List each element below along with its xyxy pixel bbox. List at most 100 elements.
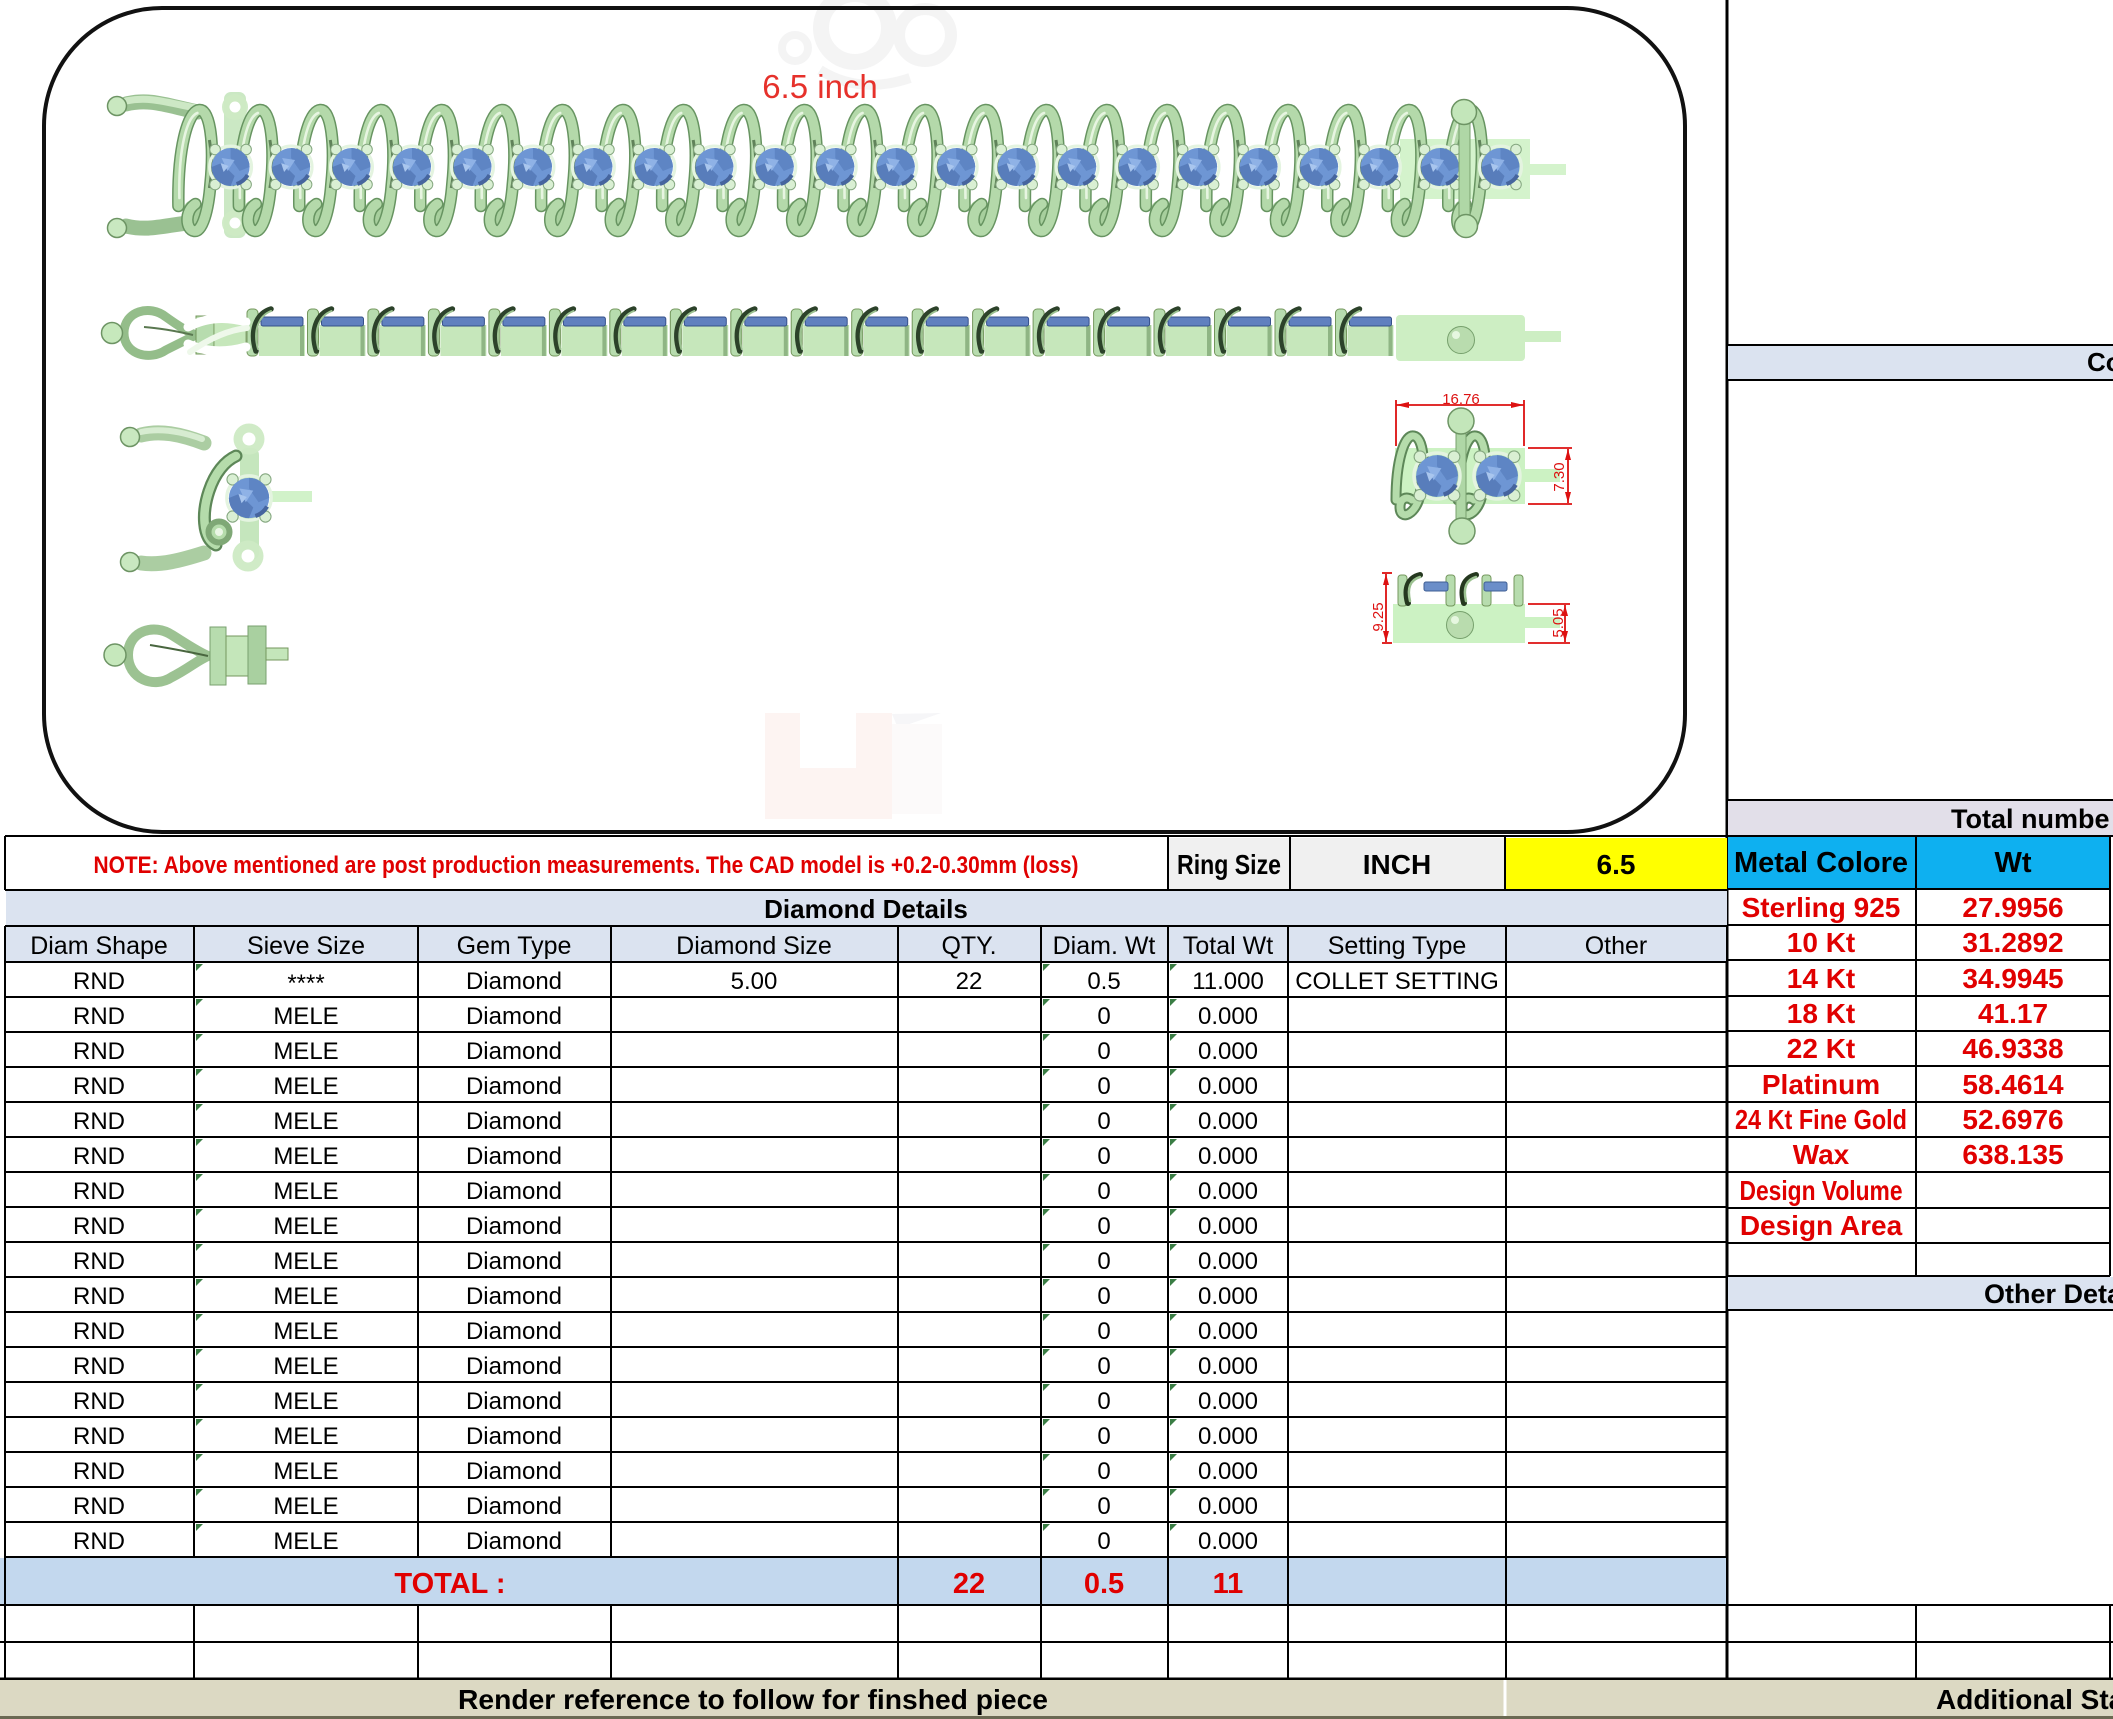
svg-text:0.000: 0.000 [1198,1423,1258,1450]
svg-text:MELE: MELE [273,1388,338,1415]
svg-text:0: 0 [1097,1283,1110,1310]
svg-text:Diamond: Diamond [466,1108,562,1135]
svg-text:Setting Type: Setting Type [1328,932,1467,960]
svg-text:0.000: 0.000 [1198,1248,1258,1275]
svg-text:Diamond: Diamond [466,968,562,995]
svg-text:MELE: MELE [273,1353,338,1380]
svg-text:RND: RND [73,1353,125,1380]
svg-text:Gem Type: Gem Type [457,932,572,960]
svg-text:MELE: MELE [273,1003,338,1030]
svg-text:58.4614: 58.4614 [1962,1069,2064,1100]
svg-text:14 Kt: 14 Kt [1787,963,1855,994]
svg-text:5.00: 5.00 [731,968,778,995]
svg-text:Wt: Wt [1994,847,2031,879]
svg-text:0.000: 0.000 [1198,1108,1258,1135]
svg-text:0: 0 [1097,1318,1110,1345]
svg-text:Diamond: Diamond [466,1073,562,1100]
svg-text:Diamond: Diamond [466,1003,562,1030]
svg-text:Diamond: Diamond [466,1283,562,1310]
svg-text:Diamond: Diamond [466,1388,562,1415]
svg-text:RND: RND [73,1003,125,1030]
svg-text:Render reference to follow for: Render reference to follow for finshed p… [458,1684,1048,1715]
svg-text:MELE: MELE [273,1458,338,1485]
svg-text:MELE: MELE [273,1073,338,1100]
svg-text:11.000: 11.000 [1192,968,1264,995]
svg-text:9.25: 9.25 [1370,602,1387,631]
svg-text:MELE: MELE [273,1493,338,1520]
svg-text:RND: RND [73,1528,125,1555]
svg-text:RND: RND [73,1248,125,1275]
svg-text:0: 0 [1097,1388,1110,1415]
svg-text:Wax: Wax [1793,1139,1850,1170]
svg-text:0: 0 [1097,1178,1110,1205]
svg-text:6.5: 6.5 [1597,849,1636,880]
svg-text:Other Detai: Other Detai [1984,1279,2113,1309]
svg-text:MELE: MELE [273,1528,338,1555]
svg-text:MELE: MELE [273,1143,338,1170]
svg-text:MELE: MELE [273,1213,338,1240]
svg-text:0.000: 0.000 [1198,1353,1258,1380]
svg-text:31.2892: 31.2892 [1962,927,2063,958]
svg-text:0: 0 [1097,1213,1110,1240]
svg-text:0: 0 [1097,1108,1110,1135]
svg-text:Additional Stan: Additional Stan [1936,1684,2113,1715]
svg-text:Diamond: Diamond [466,1528,562,1555]
svg-text:22 Kt: 22 Kt [1787,1033,1855,1064]
svg-text:Diamond: Diamond [466,1458,562,1485]
svg-text:0.5: 0.5 [1084,1568,1124,1600]
svg-text:Co: Co [2087,347,2113,377]
svg-text:0.000: 0.000 [1198,1178,1258,1205]
svg-text:Total Wt: Total Wt [1183,932,1273,960]
svg-text:46.9338: 46.9338 [1962,1033,2063,1064]
svg-text:NOTE: Above mentioned are post: NOTE: Above mentioned are post productio… [94,852,1079,879]
svg-text:RND: RND [73,1318,125,1345]
svg-text:RND: RND [73,1108,125,1135]
svg-text:0.000: 0.000 [1198,1318,1258,1345]
svg-text:0.000: 0.000 [1198,1528,1258,1555]
svg-text:24 Kt Fine Gold: 24 Kt Fine Gold [1735,1104,1907,1135]
svg-text:RND: RND [73,1423,125,1450]
svg-text:RND: RND [73,1143,125,1170]
svg-text:0: 0 [1097,1038,1110,1065]
svg-text:0: 0 [1097,1003,1110,1030]
svg-text:RND: RND [73,1038,125,1065]
svg-text:7.30: 7.30 [1551,462,1568,491]
svg-text:RND: RND [73,1213,125,1240]
svg-text:RND: RND [73,1283,125,1310]
svg-text:Diam Shape: Diam Shape [30,932,168,960]
svg-text:****: **** [287,970,324,997]
svg-text:0: 0 [1097,1143,1110,1170]
svg-text:Total numbe: Total numbe [1951,804,2110,834]
svg-text:0.000: 0.000 [1198,1213,1258,1240]
svg-text:0.000: 0.000 [1198,1388,1258,1415]
svg-text:COLLET SETTING: COLLET SETTING [1295,968,1499,995]
svg-text:0: 0 [1097,1423,1110,1450]
svg-text:0.000: 0.000 [1198,1283,1258,1310]
svg-text:Sieve Size: Sieve Size [247,932,365,960]
svg-text:MELE: MELE [273,1423,338,1450]
svg-text:41.17: 41.17 [1978,998,2048,1029]
svg-text:MELE: MELE [273,1318,338,1345]
svg-text:RND: RND [73,1458,125,1485]
svg-text:Diamond: Diamond [466,1178,562,1205]
svg-text:0: 0 [1097,1073,1110,1100]
svg-text:Platinum: Platinum [1762,1069,1880,1100]
svg-text:MELE: MELE [273,1178,338,1205]
svg-text:Diamond: Diamond [466,1423,562,1450]
svg-text:Diamond: Diamond [466,1143,562,1170]
svg-text:0: 0 [1097,1458,1110,1485]
svg-text:RND: RND [73,1388,125,1415]
svg-text:0.5: 0.5 [1087,968,1120,995]
svg-text:Diam. Wt: Diam. Wt [1053,932,1156,960]
svg-text:MELE: MELE [273,1283,338,1310]
svg-text:RND: RND [73,1493,125,1520]
svg-text:Diamond Size: Diamond Size [676,932,832,960]
svg-text:6.5 inch: 6.5 inch [762,68,878,105]
svg-text:MELE: MELE [273,1248,338,1275]
svg-text:0.000: 0.000 [1198,1458,1258,1485]
svg-text:22: 22 [956,968,983,995]
svg-text:Other: Other [1585,932,1648,960]
svg-text:638.135: 638.135 [1962,1139,2063,1170]
svg-text:MELE: MELE [273,1038,338,1065]
svg-text:Diamond: Diamond [466,1318,562,1345]
